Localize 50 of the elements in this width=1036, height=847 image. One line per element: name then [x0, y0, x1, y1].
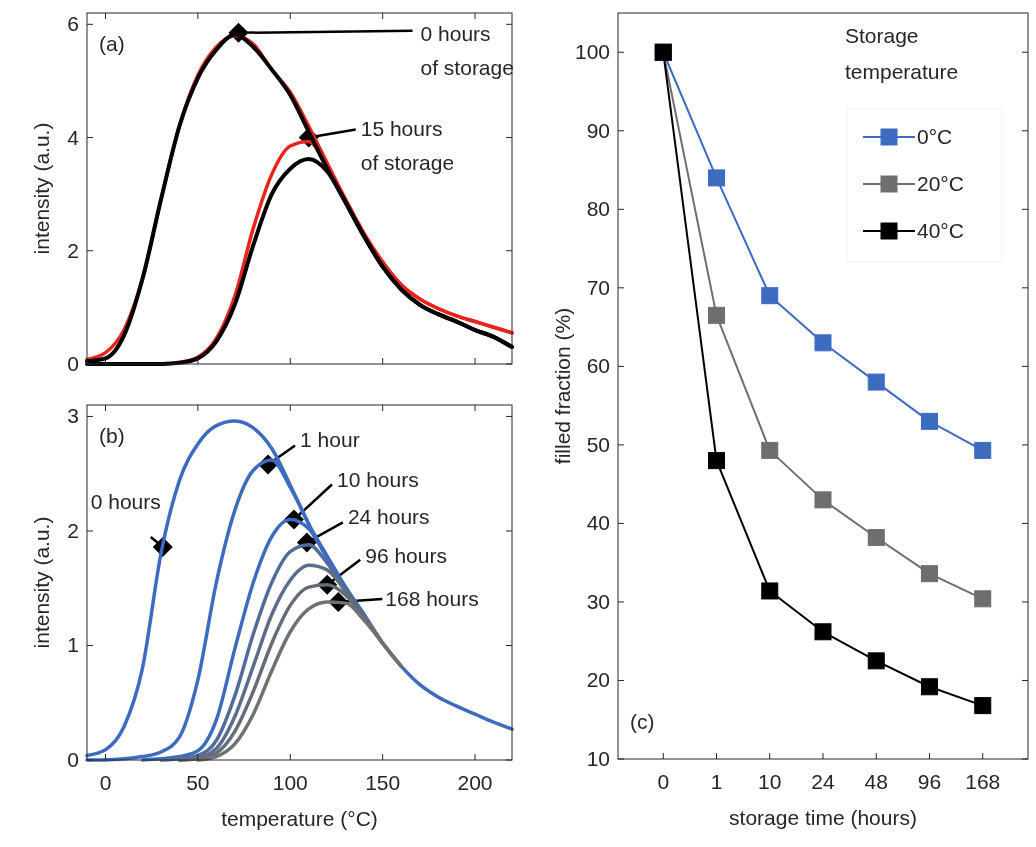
y-tick-label: 0: [67, 748, 79, 771]
y-tick-label: 6: [67, 12, 79, 36]
y-axis-title: filled fraction (%): [551, 307, 574, 465]
y-tick-label: 2: [67, 518, 79, 542]
y-tick-label: 80: [586, 197, 610, 221]
x-tick-label: 96: [917, 770, 942, 793]
y-tick-label: 0: [67, 352, 79, 375]
x-axis-title: storage time (hours): [729, 806, 917, 829]
x-tick-label: 48: [864, 770, 888, 793]
annotation: 24 hours: [347, 505, 430, 529]
annotation: (c): [630, 710, 655, 733]
x-tick-label: 0: [657, 770, 670, 793]
y-axis-title: intensity (a.u.): [30, 516, 53, 649]
annotation: 1 hour: [300, 427, 360, 451]
y-tick-label: 1: [67, 633, 79, 657]
y-tick-label: 4: [67, 125, 80, 149]
legend-title: Storage temperature: [845, 24, 959, 83]
y-axis-title: intensity (a.u.): [30, 122, 53, 255]
legend-label: 40°C: [917, 219, 964, 242]
annotation: 15 hours of storage: [360, 116, 455, 174]
y-tick-label: 60: [586, 354, 610, 378]
x-tick-label: 1: [710, 770, 723, 793]
y-tick-label: 10: [586, 747, 610, 770]
y-tick-label: 30: [586, 589, 610, 613]
y-tick-label: 20: [586, 668, 610, 692]
x-tick-label: 24: [811, 770, 835, 793]
y-tick-label: 100: [574, 40, 610, 64]
annotation: 96 hours: [365, 543, 447, 567]
x-tick-label: 50: [186, 771, 210, 794]
y-tick-label: 90: [586, 118, 610, 142]
y-tick-label: 3: [67, 404, 79, 428]
annotation: 0 hours: [90, 490, 161, 513]
legend-label: 20°C: [917, 172, 964, 195]
y-tick-label: 40: [586, 511, 610, 535]
legend-label: 0°C: [917, 125, 953, 148]
y-tick-label: 50: [586, 432, 610, 456]
annotation: (a): [99, 32, 125, 55]
annotation: 168 hours: [385, 586, 479, 610]
annotation: (b): [99, 424, 125, 447]
annotation: 10 hours: [336, 467, 419, 491]
y-tick-label: 2: [67, 238, 79, 262]
x-tick-label: 0: [99, 771, 112, 794]
x-tick-label: 168: [965, 770, 1001, 793]
annotation: 0 hours of storage: [420, 21, 514, 79]
x-tick-label: 200: [457, 771, 493, 794]
x-tick-label: 150: [365, 771, 401, 794]
x-tick-label: 10: [758, 770, 782, 793]
x-tick-label: 100: [272, 771, 308, 794]
x-axis-title: temperature (°C): [221, 807, 378, 830]
y-tick-label: 70: [586, 275, 610, 299]
